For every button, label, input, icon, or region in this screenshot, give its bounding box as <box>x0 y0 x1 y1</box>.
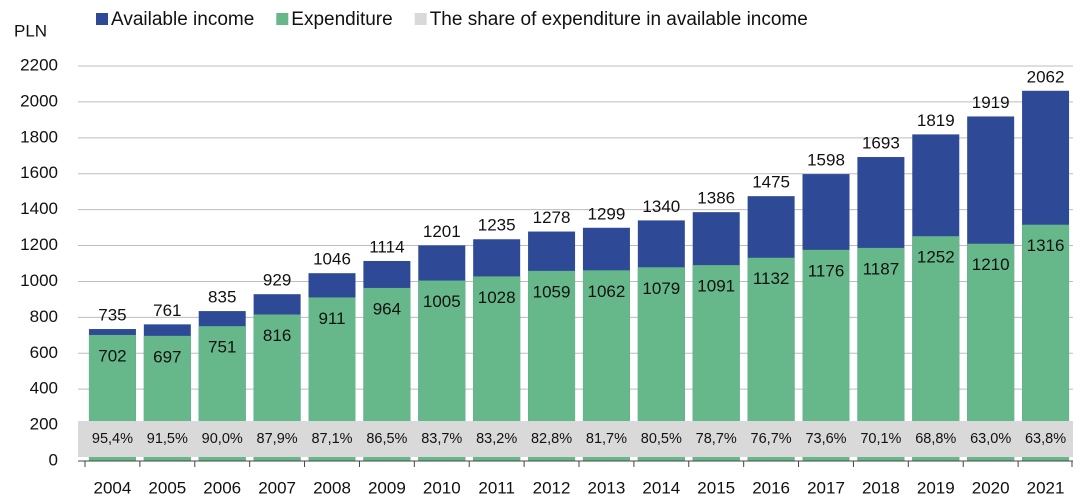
y-tick-label: 200 <box>30 415 58 434</box>
x-tick-label: 2019 <box>917 478 955 497</box>
data-label: 1235 <box>478 216 516 235</box>
data-label: 1187 <box>863 259 900 278</box>
data-label: 1028 <box>478 288 516 307</box>
share-label: 81,7% <box>586 431 627 447</box>
data-label: 1091 <box>697 277 735 296</box>
x-tick-label: 2018 <box>862 478 900 497</box>
y-tick-label: 1800 <box>20 127 58 146</box>
share-label: 90,0% <box>202 431 243 447</box>
data-label: 1210 <box>972 255 1010 274</box>
x-tick-label: 2016 <box>752 478 790 497</box>
x-tick-label: 2010 <box>423 478 461 497</box>
share-label: 95,4% <box>92 431 133 447</box>
share-band <box>78 421 1073 457</box>
data-label: 1059 <box>533 282 571 301</box>
data-label: 1046 <box>313 250 351 269</box>
data-label: 735 <box>98 306 126 325</box>
share-label: 70,1% <box>860 431 901 447</box>
data-label: 1278 <box>533 208 571 227</box>
share-label: 83,2% <box>476 431 517 447</box>
legend-swatch <box>276 13 289 25</box>
share-label: 63,0% <box>970 431 1011 447</box>
y-axis-label: PLN <box>14 21 47 40</box>
data-label: 1176 <box>808 261 845 280</box>
legend-label: Available income <box>111 9 254 30</box>
data-label: 1598 <box>807 151 845 170</box>
share-label: 78,7% <box>696 431 737 447</box>
y-tick-label: 1400 <box>20 199 58 218</box>
y-tick-label: 1000 <box>20 271 58 290</box>
x-tick-label: 2011 <box>478 478 515 497</box>
x-tick-label: 2015 <box>697 478 735 497</box>
share-label: 82,8% <box>531 431 572 447</box>
share-label: 68,8% <box>915 431 956 447</box>
data-label: 1340 <box>642 197 680 216</box>
x-tick-label: 2021 <box>1027 478 1065 497</box>
y-tick-label: 600 <box>30 343 58 362</box>
share-label: 87,1% <box>311 431 352 447</box>
y-tick-label: 1200 <box>20 235 58 254</box>
x-tick-label: 2005 <box>148 478 186 497</box>
data-label: 1693 <box>862 134 900 153</box>
x-tick-label: 2012 <box>533 478 571 497</box>
x-tick-label: 2004 <box>94 478 132 497</box>
legend-label: Expenditure <box>291 9 392 30</box>
data-label: 1386 <box>697 189 735 208</box>
data-label: 1299 <box>588 204 626 223</box>
y-tick-label: 800 <box>30 307 58 326</box>
data-label: 1062 <box>588 282 626 301</box>
y-tick-label: 400 <box>30 379 58 398</box>
y-tick-label: 2200 <box>20 55 58 74</box>
share-label: 63,8% <box>1025 431 1066 447</box>
data-label: 1316 <box>1027 236 1065 255</box>
data-label: 1079 <box>642 279 680 298</box>
x-tick-label: 2007 <box>258 478 296 497</box>
share-label: 80,5% <box>641 431 682 447</box>
share-label: 73,6% <box>805 431 846 447</box>
share-label: 87,9% <box>257 431 298 447</box>
y-tick-label: 2000 <box>20 91 58 110</box>
share-label: 76,7% <box>751 431 792 447</box>
legend-swatch <box>414 13 427 25</box>
legend-label: The share of expenditure in available in… <box>430 9 808 30</box>
data-label: 929 <box>263 271 291 290</box>
data-label: 1919 <box>972 93 1010 112</box>
share-label: 91,5% <box>147 431 188 447</box>
data-label: 1005 <box>423 292 461 311</box>
data-label: 1252 <box>917 248 955 267</box>
data-label: 1201 <box>423 222 461 241</box>
y-tick-label: 0 <box>49 450 58 469</box>
data-label: 2062 <box>1027 67 1065 86</box>
x-tick-label: 2017 <box>807 478 845 497</box>
x-tick-label: 2006 <box>203 478 241 497</box>
share-label: 83,7% <box>421 431 462 447</box>
share-label: 86,5% <box>366 431 407 447</box>
data-label: 761 <box>153 301 181 320</box>
data-label: 751 <box>208 338 236 357</box>
data-label: 964 <box>373 299 401 318</box>
data-label: 702 <box>98 346 126 365</box>
y-tick-label: 1600 <box>20 163 58 182</box>
data-label: 1819 <box>917 111 955 130</box>
data-label: 816 <box>263 326 291 345</box>
x-tick-label: 2014 <box>642 478 680 497</box>
x-tick-label: 2020 <box>972 478 1010 497</box>
x-tick-label: 2009 <box>368 478 406 497</box>
data-label: 1132 <box>753 269 790 288</box>
x-tick-label: 2013 <box>588 478 626 497</box>
data-label: 835 <box>208 288 236 307</box>
data-label: 1114 <box>369 237 404 256</box>
legend-swatch <box>96 13 108 25</box>
x-tick-label: 2008 <box>313 478 351 497</box>
data-label: 1475 <box>752 173 790 192</box>
data-label: 697 <box>153 347 181 366</box>
data-label: 911 <box>318 309 345 328</box>
